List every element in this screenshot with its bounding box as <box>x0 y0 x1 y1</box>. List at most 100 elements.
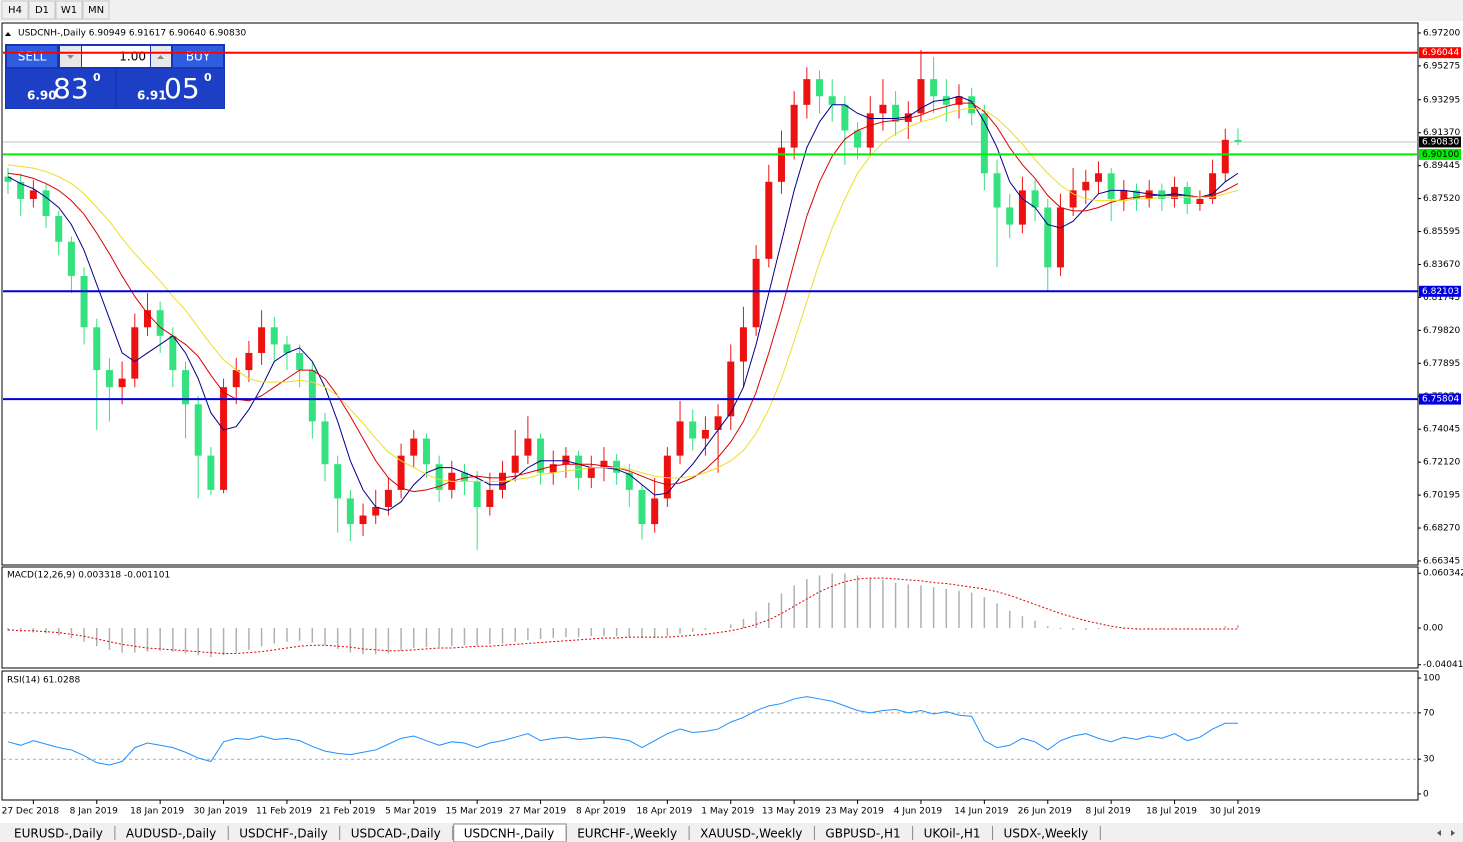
candle-body <box>651 498 659 525</box>
symbol-tab-label: AUDUSD-,Daily <box>126 827 216 841</box>
candle-body <box>131 327 139 379</box>
candle-body <box>1196 198 1204 205</box>
symbol-tab[interactable] <box>115 824 229 842</box>
ask-box[interactable] <box>117 69 224 108</box>
candle-body <box>359 515 367 525</box>
y-tick-label: 6.79820 <box>1423 326 1460 336</box>
x-tick-label: 26 Jun 2019 <box>1018 807 1072 817</box>
y-tick-label: 6.95275 <box>1423 61 1460 71</box>
trade-panel: SELL 1.00 BUY 6.90 83 0 6.91 05 0 <box>5 44 225 109</box>
x-tick-label: 1 May 2019 <box>701 807 754 817</box>
symbol-tab-label: GBPUSD-,H1 <box>825 827 900 841</box>
y-tick-label: 6.85595 <box>1423 227 1460 237</box>
symbol-tab[interactable] <box>4 824 115 842</box>
y-tick-label: 6.68270 <box>1423 524 1460 534</box>
symbol-tab[interactable] <box>229 824 340 842</box>
candle-body <box>1171 186 1179 199</box>
macd-pane <box>1 566 1419 669</box>
candle-body <box>245 352 253 371</box>
candle-body <box>1221 139 1229 174</box>
symbol-tab[interactable] <box>340 824 453 842</box>
sell-button[interactable] <box>7 46 57 67</box>
x-tick-label: 30 Jul 2019 <box>1209 807 1260 817</box>
lot-input[interactable] <box>82 46 150 67</box>
candle-body <box>638 489 646 525</box>
timeframe-label: MN <box>88 5 104 16</box>
candle-body <box>613 460 621 473</box>
candle-body <box>854 130 862 148</box>
candle-body <box>892 104 900 122</box>
candle-body <box>917 79 925 114</box>
macd-signal <box>7 577 1238 654</box>
candle-body <box>575 455 583 478</box>
lot-value: 1.00 <box>119 50 146 64</box>
y-tick-label: 0.060342 <box>1423 569 1463 579</box>
buy-label: BUY <box>186 50 211 64</box>
y-tick-label: 6.74045 <box>1423 425 1460 435</box>
x-tick-label: 30 Jan 2019 <box>194 807 248 817</box>
symbol-tab[interactable] <box>993 824 1101 842</box>
level-label: 6.75804 <box>1422 395 1459 405</box>
scroll-left[interactable] <box>1437 830 1441 836</box>
timeframe-tab[interactable] <box>55 0 83 20</box>
x-tick-label: 21 Feb 2019 <box>319 807 375 817</box>
x-tick-label: 14 Jun 2019 <box>954 807 1008 817</box>
rsi-line <box>7 696 1238 766</box>
symbol-tab[interactable] <box>567 824 690 842</box>
candle-body <box>663 455 671 499</box>
candle-body <box>232 370 240 388</box>
timeframe-tab[interactable] <box>1 0 29 20</box>
price-tag <box>1419 136 1461 148</box>
symbol-tab-label: USDCNH-,Daily <box>464 827 555 841</box>
candle-body <box>562 455 570 465</box>
y-tick-label: 6.66345 <box>1423 556 1460 566</box>
current-price: 6.90830 <box>1422 137 1459 147</box>
candle-body <box>676 421 684 456</box>
candle-body <box>904 113 912 122</box>
level-tag <box>1419 47 1461 59</box>
level-tag <box>1419 393 1461 405</box>
candle-body <box>790 104 798 148</box>
symbol-tab-label: USDX-,Weekly <box>1004 827 1089 841</box>
sell-label: SELL <box>18 50 47 64</box>
symbol-tab[interactable] <box>690 824 815 842</box>
candle-body <box>625 472 633 490</box>
price-pane <box>1 22 1419 566</box>
candle-body <box>816 79 824 97</box>
candle-body <box>93 327 101 371</box>
candle-body <box>879 104 887 114</box>
candle-body <box>511 455 519 473</box>
timeframe-label: W1 <box>61 5 77 16</box>
candle-body <box>1107 173 1115 199</box>
candle-body <box>930 79 938 97</box>
candle-body <box>55 216 63 242</box>
candle-body <box>739 327 747 362</box>
timeframe-label: D1 <box>35 5 49 16</box>
candle-body <box>1006 207 1014 225</box>
macd-plot <box>7 573 1239 658</box>
buy-button[interactable] <box>173 46 223 67</box>
timeframe-tab[interactable] <box>28 0 56 20</box>
x-tick-label: 18 Jan 2019 <box>130 807 184 817</box>
scroll-right[interactable] <box>1451 830 1455 836</box>
candle-body <box>524 438 532 456</box>
symbol-tab[interactable] <box>913 824 993 842</box>
candle-body <box>537 438 545 473</box>
y-tick-label: -0.040415 <box>1423 660 1463 670</box>
candle-body <box>1145 190 1153 199</box>
candle-body <box>777 147 785 182</box>
symbol-tab[interactable] <box>815 824 913 842</box>
y-tick-label: 6.89445 <box>1423 161 1460 171</box>
y-tick-label: 6.72120 <box>1423 458 1460 468</box>
x-tick-label: 4 Jun 2019 <box>894 807 943 817</box>
timeframe-tab[interactable] <box>82 0 110 20</box>
candle-body <box>182 370 190 405</box>
candle-body <box>80 275 88 328</box>
collapse-icon[interactable] <box>5 32 11 36</box>
candle-body <box>1094 173 1102 182</box>
candle-body <box>42 190 50 217</box>
rsi-pane <box>1 670 1419 801</box>
candle-body <box>384 489 392 507</box>
candle-body <box>460 472 468 482</box>
bid-box[interactable] <box>6 69 115 108</box>
